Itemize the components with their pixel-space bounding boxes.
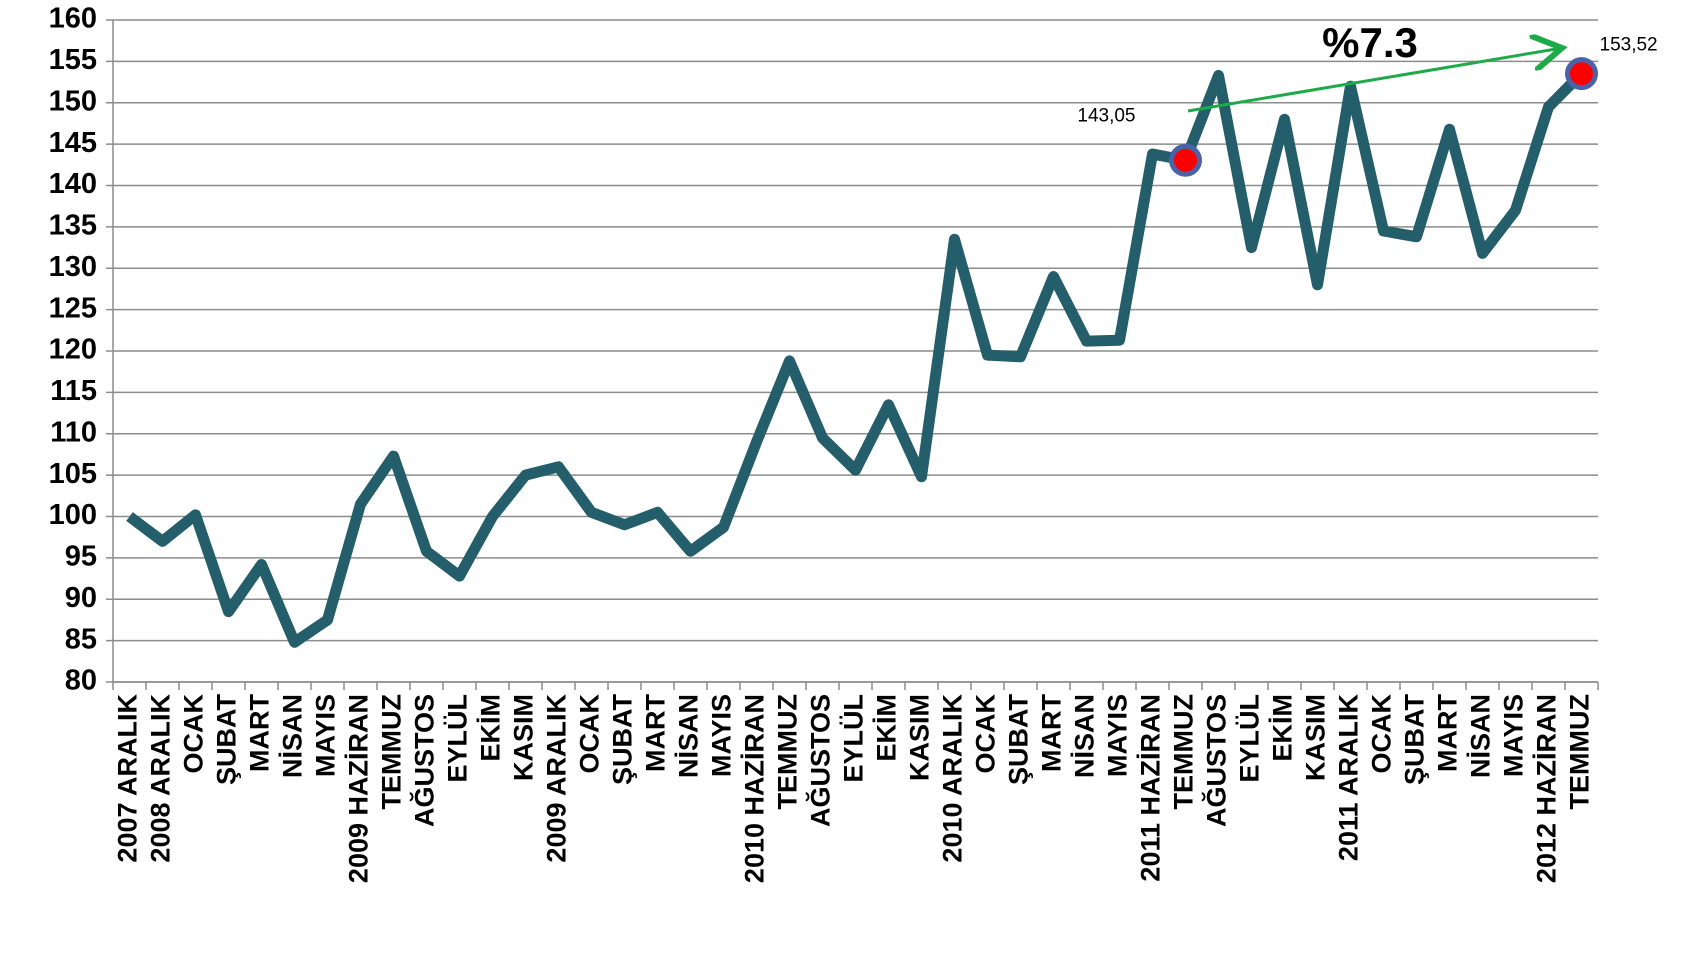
y-tick-label: 160 <box>49 3 97 35</box>
x-tick-label: ŞUBAT <box>212 693 242 785</box>
x-tick-label: MAYIS <box>1499 694 1529 777</box>
x-tick-label: NİSAN <box>1466 694 1496 778</box>
y-tick-label: 85 <box>65 623 97 655</box>
x-tick-label: MAYIS <box>311 694 341 777</box>
x-tick-label: TEMMUZ <box>1565 694 1595 809</box>
y-tick-label: 135 <box>49 210 97 242</box>
y-tick-label: 100 <box>49 499 97 531</box>
y-tick-label: 145 <box>49 127 97 159</box>
annotation: %7.3 <box>1322 19 1418 66</box>
y-tick-label: 130 <box>49 251 97 283</box>
x-tick-label: OCAK <box>971 694 1001 774</box>
y-tick-label: 105 <box>49 458 97 490</box>
x-tick-label: MAYIS <box>1103 694 1133 777</box>
x-tick-label: OCAK <box>1367 694 1397 774</box>
x-tick-label: AĞUSTOS <box>805 694 836 827</box>
x-tick-label: 2011 ARALIK <box>1334 693 1364 861</box>
x-tick-label: MART <box>641 693 671 771</box>
y-tick-label: 150 <box>49 85 97 117</box>
x-tick-label: 2011 HAZİRAN <box>1136 694 1166 882</box>
y-tick-label: 125 <box>49 292 97 324</box>
x-tick-label: MART <box>245 693 275 771</box>
x-tick-label: ŞUBAT <box>1004 693 1034 785</box>
x-tick-label: MART <box>1433 693 1463 771</box>
highlight-point <box>1565 57 1598 91</box>
x-tick-label: NİSAN <box>674 694 704 778</box>
x-tick-label: MAYIS <box>707 694 737 777</box>
x-tick-label: NİSAN <box>278 694 308 778</box>
x-tick-label: MART <box>1037 693 1067 771</box>
x-tick-label: NİSAN <box>1070 694 1100 778</box>
data-line <box>126 69 1586 648</box>
x-tick-label: EYLÜL <box>443 694 473 783</box>
x-tick-label: 2009 ARALIK <box>542 694 572 863</box>
x-tick-label: EKİM <box>1268 694 1298 762</box>
x-tick-label: 2007 ARALIK <box>113 694 143 863</box>
x-tick-label: ŞUBAT <box>1400 693 1430 785</box>
value-label: 143,05 <box>1077 105 1135 126</box>
y-tick-label: 140 <box>49 168 97 200</box>
x-tick-label: KASIM <box>1301 694 1331 781</box>
x-tick-label: TEMMUZ <box>377 694 407 809</box>
y-tick-label: 95 <box>65 541 97 573</box>
x-tick-label: OCAK <box>179 694 209 774</box>
x-tick-label: EYLÜL <box>1235 694 1265 783</box>
y-tick-label: 110 <box>50 416 97 448</box>
y-tick-label: 120 <box>49 334 97 366</box>
x-tick-label: EKİM <box>476 694 506 762</box>
x-tick-label: AĞUSTOS <box>409 694 440 827</box>
x-tick-label: KASIM <box>905 694 935 781</box>
x-tick-label: 2010 HAZİRAN <box>740 694 770 883</box>
x-tick-label: 2012 HAZİRAN <box>1532 694 1562 883</box>
highlight-point <box>1169 143 1202 177</box>
x-tick-label: TEMMUZ <box>773 694 803 809</box>
x-tick-label: AĞUSTOS <box>1201 694 1232 827</box>
y-tick-label: 115 <box>50 375 97 407</box>
y-tick-label: 90 <box>65 582 97 614</box>
x-tick-label: ŞUBAT <box>608 693 638 785</box>
plot: 80 85 90 95 100 105 110 115 120 125 130 135 140 145 15… <box>49 3 1658 883</box>
x-tick-label: EYLÜL <box>839 694 869 783</box>
x-tick-label: 2009 HAZİRAN <box>344 694 374 883</box>
x-tick-label: TEMMUZ <box>1169 694 1199 809</box>
trend-arrow <box>1187 48 1562 113</box>
value-label: 153,52 <box>1600 35 1658 56</box>
y-tick-label: 155 <box>49 44 97 76</box>
x-tick-label: KASIM <box>509 694 539 781</box>
y-tick-label: 80 <box>65 665 97 697</box>
x-tick-label: EKİM <box>872 694 902 762</box>
x-tick-label: 2010 ARALIK <box>938 694 968 863</box>
x-tick-label: OCAK <box>575 694 605 774</box>
x-tick-label: 2008 ARALIK <box>146 694 176 863</box>
